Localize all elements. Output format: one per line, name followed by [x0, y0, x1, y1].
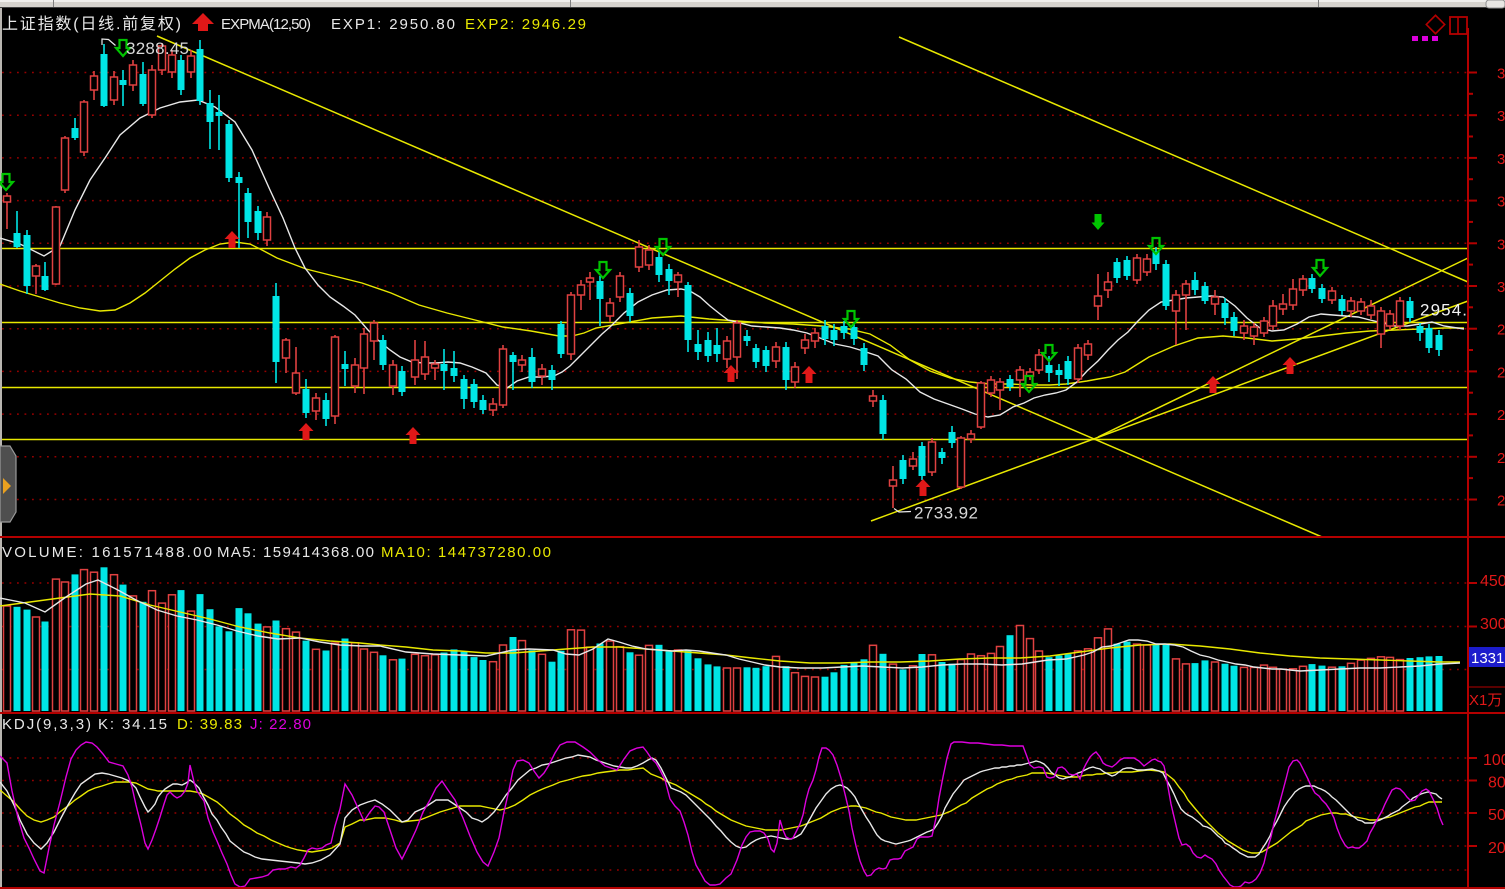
svg-text:20: 20	[1488, 840, 1505, 857]
svg-text:13316: 13316	[1471, 650, 1505, 667]
svg-text:3012: 3012	[1497, 279, 1505, 296]
svg-text:MA10: 144737280.00: MA10: 144737280.00	[381, 544, 551, 561]
svg-text:EXPMA(12,50): EXPMA(12,50)	[221, 16, 311, 33]
svg-text:2917: 2917	[1497, 364, 1505, 381]
svg-text:3202: 3202	[1497, 108, 1505, 125]
svg-text:D: 39.83: D: 39.83	[177, 716, 242, 733]
svg-text:MA5: 159414368.00: MA5: 159414368.00	[217, 544, 374, 561]
svg-text:K: 34.15: K: 34.15	[98, 716, 167, 733]
svg-text:3155: 3155	[1497, 151, 1505, 168]
svg-text:KDJ(9,3,3): KDJ(9,3,3)	[2, 716, 91, 733]
svg-text:2870: 2870	[1497, 407, 1505, 424]
svg-text:2822: 2822	[1497, 450, 1505, 467]
svg-text:3060: 3060	[1497, 236, 1505, 253]
svg-text:3288.45: 3288.45	[126, 39, 189, 58]
svg-text:50: 50	[1488, 807, 1505, 824]
svg-text:2733.92: 2733.92	[914, 504, 978, 523]
svg-text:EXP2: 2946.29: EXP2: 2946.29	[465, 16, 586, 33]
svg-text:4500: 4500	[1480, 573, 1505, 590]
svg-text:2775: 2775	[1497, 493, 1505, 510]
svg-text:2954.: 2954.	[1420, 301, 1467, 320]
svg-text:3000: 3000	[1480, 616, 1505, 633]
svg-text:VOLUME: 161571488.00: VOLUME: 161571488.00	[2, 544, 212, 561]
svg-text:80: 80	[1488, 775, 1505, 792]
svg-text:上证指数(日线.前复权): 上证指数(日线.前复权)	[2, 15, 181, 33]
svg-text:100: 100	[1483, 752, 1505, 769]
svg-text:J: 22.80: J: 22.80	[250, 716, 311, 733]
svg-text:2965: 2965	[1497, 322, 1505, 339]
svg-text:EXP1: 2950.80: EXP1: 2950.80	[331, 16, 455, 33]
svg-text:X1万: X1万	[1469, 692, 1502, 709]
svg-text:3107: 3107	[1497, 194, 1505, 211]
svg-text:3249: 3249	[1497, 66, 1505, 83]
